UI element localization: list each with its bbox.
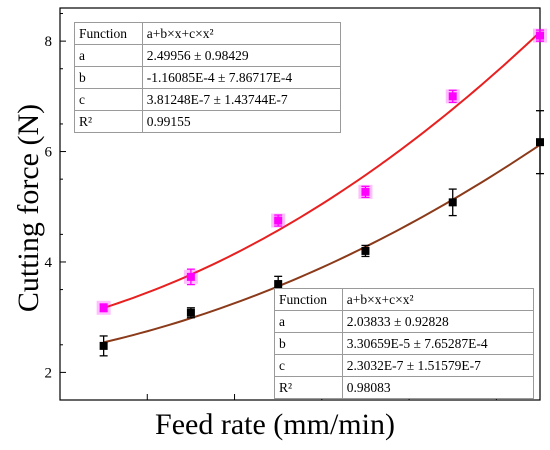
marker: [99, 303, 108, 312]
param-b-value: -1.16085E-4 ± 7.86717E-4: [141, 66, 342, 89]
table-row: R² 0.99155: [74, 110, 342, 133]
function-label: Function: [74, 22, 143, 45]
data-point: [536, 110, 544, 175]
param-b-label: b: [74, 66, 143, 89]
table-row: b -1.16085E-4 ± 7.86717E-4: [74, 66, 342, 89]
param-c-label: c: [274, 354, 343, 377]
data-point: [99, 335, 108, 357]
param-a-value: 2.49956 ± 0.98429: [141, 44, 342, 67]
param-c-label: c: [74, 88, 143, 111]
plot-frame: [59, 7, 541, 401]
param-b-value: 3.30659E-5 ± 7.65287E-4: [341, 332, 535, 355]
param-a-label: a: [74, 44, 143, 67]
marker: [536, 31, 544, 40]
y-tick-label: 6: [45, 145, 53, 161]
table-row: Function a+b×x+c×x²: [274, 288, 535, 311]
r-squared-label: R²: [274, 376, 343, 399]
y-axis-title: Cutting force (N): [12, 104, 45, 312]
marker: [361, 187, 370, 196]
table-row: Function a+b×x+c×x²: [74, 22, 342, 45]
param-b-label: b: [274, 332, 343, 355]
marker: [448, 92, 457, 101]
y-tick-label: 4: [45, 255, 53, 271]
table-row: c 3.81248E-7 ± 1.43744E-7: [74, 88, 342, 111]
marker: [274, 216, 283, 225]
table-row: c 2.3032E-7 ± 1.51579E-7: [274, 354, 535, 377]
r-squared-value: 0.99155: [141, 110, 342, 133]
r-squared-label: R²: [74, 110, 143, 133]
r-squared-value: 0.98083: [341, 376, 535, 399]
marker: [99, 341, 108, 350]
x-axis-title: Feed rate (mm/min): [155, 408, 395, 441]
fit-table-upper: Function a+b×x+c×x² a 2.49956 ± 0.98429 …: [74, 22, 342, 133]
y-axis: 2 4 6 8: [45, 13, 66, 381]
marker: [274, 280, 283, 289]
y-tick-label: 2: [45, 365, 53, 381]
fit-curves: [103, 31, 541, 344]
data-point: [358, 184, 373, 199]
function-label: Function: [274, 288, 343, 311]
data-point: [183, 268, 198, 286]
fit-curve-1: [103, 31, 541, 309]
param-c-value: 3.81248E-7 ± 1.43744E-7: [141, 88, 342, 111]
marker: [448, 198, 457, 207]
data-point: [186, 307, 195, 319]
data-point: [361, 244, 370, 258]
param-a-value: 2.03833 ± 0.92828: [341, 310, 535, 333]
data-point: [96, 300, 111, 315]
marker: [186, 272, 195, 281]
table-row: b 3.30659E-5 ± 7.65287E-4: [274, 332, 535, 355]
table-row: a 2.03833 ± 0.92828: [274, 310, 535, 333]
marker: [361, 246, 370, 255]
table-row: R² 0.98083: [274, 376, 535, 399]
function-value: a+b×x+c×x²: [141, 22, 342, 45]
data-points: [96, 28, 547, 357]
data-point: [533, 28, 547, 43]
param-a-label: a: [274, 310, 343, 333]
marker: [536, 138, 544, 147]
marker: [186, 308, 195, 317]
fit-table-lower: Function a+b×x+c×x² a 2.03833 ± 0.92828 …: [274, 288, 535, 399]
data-point: [448, 188, 457, 217]
param-c-value: 2.3032E-7 ± 1.51579E-7: [341, 354, 535, 377]
data-point: [445, 89, 460, 104]
table-row: a 2.49956 ± 0.98429: [74, 44, 342, 67]
data-point: [271, 213, 286, 228]
function-value: a+b×x+c×x²: [341, 288, 535, 311]
fit-curve-2: [103, 143, 541, 344]
y-tick-label: 8: [45, 34, 53, 50]
